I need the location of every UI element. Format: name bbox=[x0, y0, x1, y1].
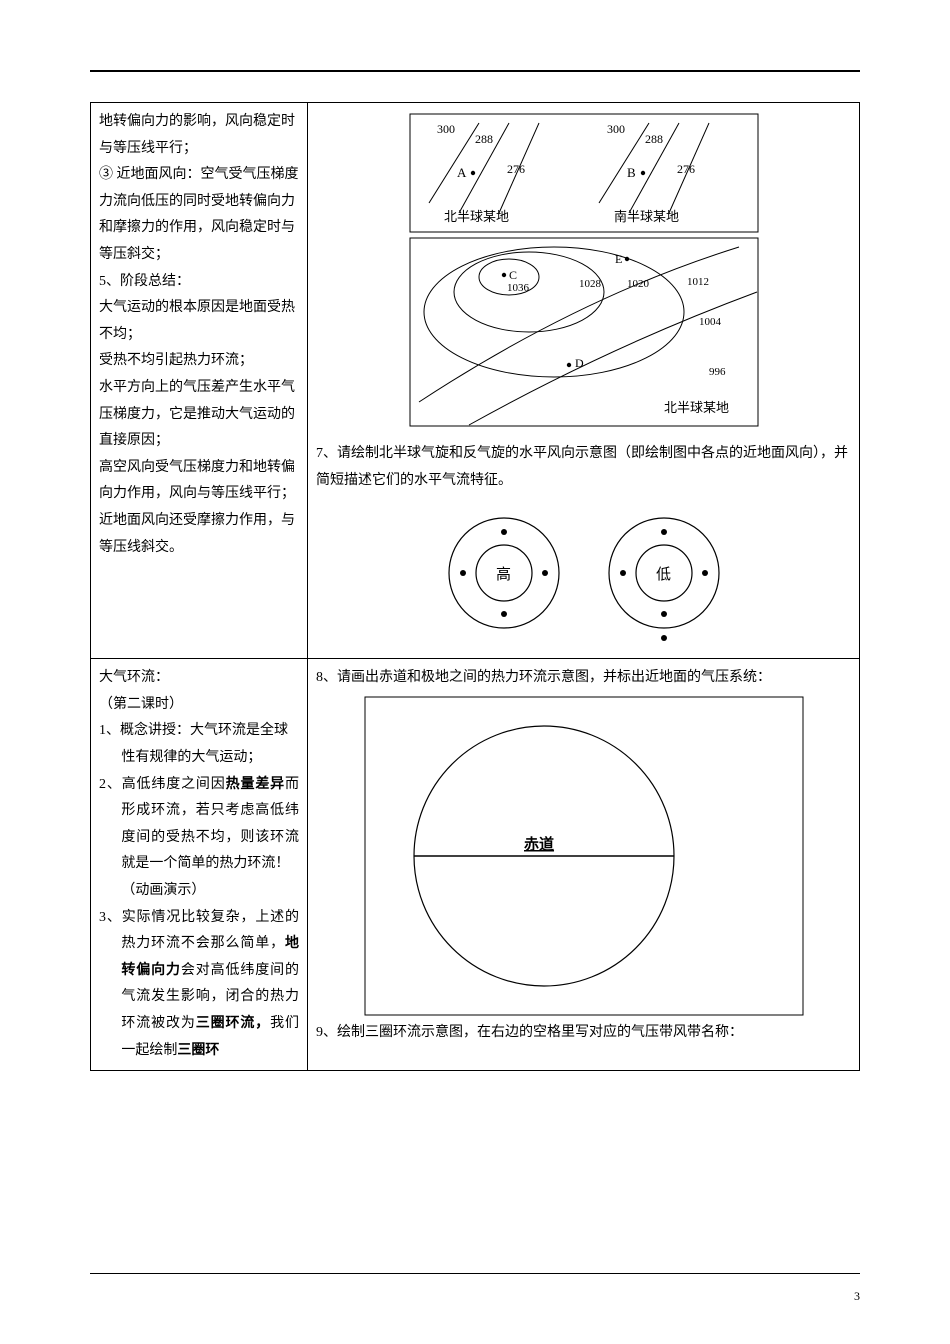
n-caption: 北半球某地 bbox=[444, 209, 509, 224]
r1l-line-5: 水平方向上的气压差产生水平气压梯度力，它是推动大气运动的直接原因； bbox=[99, 375, 299, 455]
p1004: 1004 bbox=[699, 316, 722, 328]
row2-right-cell: 8、请画出赤道和极地之间的热力环流示意图，并标出近地面的气压系统： 赤道 9、绘… bbox=[308, 659, 860, 1071]
p996: 996 bbox=[709, 366, 726, 378]
r1l-line-4: 受热不均引起热力环流； bbox=[99, 348, 299, 375]
r1l-line-6: 高空风向受气压梯度力和地转偏向力作用，风向与等压线平行； bbox=[99, 455, 299, 508]
q8-text: 8、请画出赤道和极地之间的热力环流示意图，并标出近地面的气压系统： bbox=[316, 665, 851, 692]
lg-caption: 北半球某地 bbox=[664, 400, 729, 415]
s-288: 288 bbox=[645, 132, 663, 146]
r1l-line-7: 近地面风向还受摩擦力作用，与等压线斜交。 bbox=[99, 508, 299, 561]
row1-right-cell: 300 288 276 A 北半球某地 300 288 276 bbox=[308, 103, 860, 659]
r1l-line-0: 地转偏向力的影响，风向稳定时与等压线平行； bbox=[99, 109, 299, 162]
isobar-large-diagram: C D E 1036 1028 1020 1012 1004 996 北半球某地 bbox=[409, 237, 759, 427]
p1012: 1012 bbox=[687, 276, 709, 288]
circle-low-label: 低 bbox=[656, 566, 671, 583]
r2-subtitle: （第二课时） bbox=[99, 692, 299, 719]
r1l-line-1: ③ 近地面风向：空气受气压梯度力流向低压的同时受地转偏向力和摩擦力的作用，风向稳… bbox=[99, 162, 299, 268]
lg-E: E bbox=[615, 252, 622, 266]
isobar-two-hemispheres-diagram: 300 288 276 A 北半球某地 300 288 276 bbox=[409, 113, 759, 233]
s-point-b: B bbox=[627, 165, 636, 180]
r2-item2d: （动画演示） bbox=[99, 878, 299, 905]
row2-left-cell: 大气环流： （第二课时） 1、概念讲授：大气环流是全球性有规律的大气运动； 2、… bbox=[91, 659, 308, 1071]
cyclone-anticyclone-diagram: 高 低 bbox=[409, 498, 759, 648]
r1l-line-2: 5、阶段总结： bbox=[99, 269, 299, 296]
row1-left-cell: 地转偏向力的影响，风向稳定时与等压线平行； ③ 近地面风向：空气受气压梯度力流向… bbox=[91, 103, 308, 659]
content-table: 地转偏向力的影响，风向稳定时与等压线平行； ③ 近地面风向：空气受气压梯度力流向… bbox=[90, 102, 860, 1071]
r2-item1: 1、概念讲授：大气环流是全球性有规律的大气运动； bbox=[99, 718, 299, 771]
equator-label: 赤道 bbox=[524, 835, 554, 853]
circle-high-label: 高 bbox=[496, 566, 511, 583]
r2-item3: 3、实际情况比较复杂，上述的热力环流不会那么简单，地转偏向力会对高低纬度间的气流… bbox=[99, 905, 299, 1065]
p1028: 1028 bbox=[579, 278, 602, 290]
n-point-a: A bbox=[457, 165, 467, 180]
n-276: 276 bbox=[507, 162, 525, 176]
q7-text: 7、请绘制北半球气旋和反气旋的水平风向示意图（即绘制图中各点的近地面风向），并简… bbox=[316, 441, 851, 494]
s-300: 300 bbox=[607, 122, 625, 136]
s-caption: 南半球某地 bbox=[614, 209, 679, 224]
p1020: 1020 bbox=[627, 278, 650, 290]
lg-C: C bbox=[509, 268, 517, 282]
r2-title: 大气环流： bbox=[99, 665, 299, 692]
n-300: 300 bbox=[437, 122, 455, 136]
page-number: 3 bbox=[854, 1289, 860, 1304]
p1036: 1036 bbox=[507, 282, 530, 294]
q9-text: 9、绘制三圈环流示意图，在右边的空格里写对应的气压带风带名称： bbox=[316, 1020, 851, 1047]
r2-item2: 2、高低纬度之间因热量差异而形成环流，若只考虑高低纬度间的受热不均，则该环流就是… bbox=[99, 772, 299, 878]
lg-D: D bbox=[575, 356, 584, 370]
earth-equator-diagram: 赤道 bbox=[364, 696, 804, 1016]
s-276: 276 bbox=[677, 162, 695, 176]
r1l-line-3: 大气运动的根本原因是地面受热不均； bbox=[99, 295, 299, 348]
n-288: 288 bbox=[475, 132, 493, 146]
